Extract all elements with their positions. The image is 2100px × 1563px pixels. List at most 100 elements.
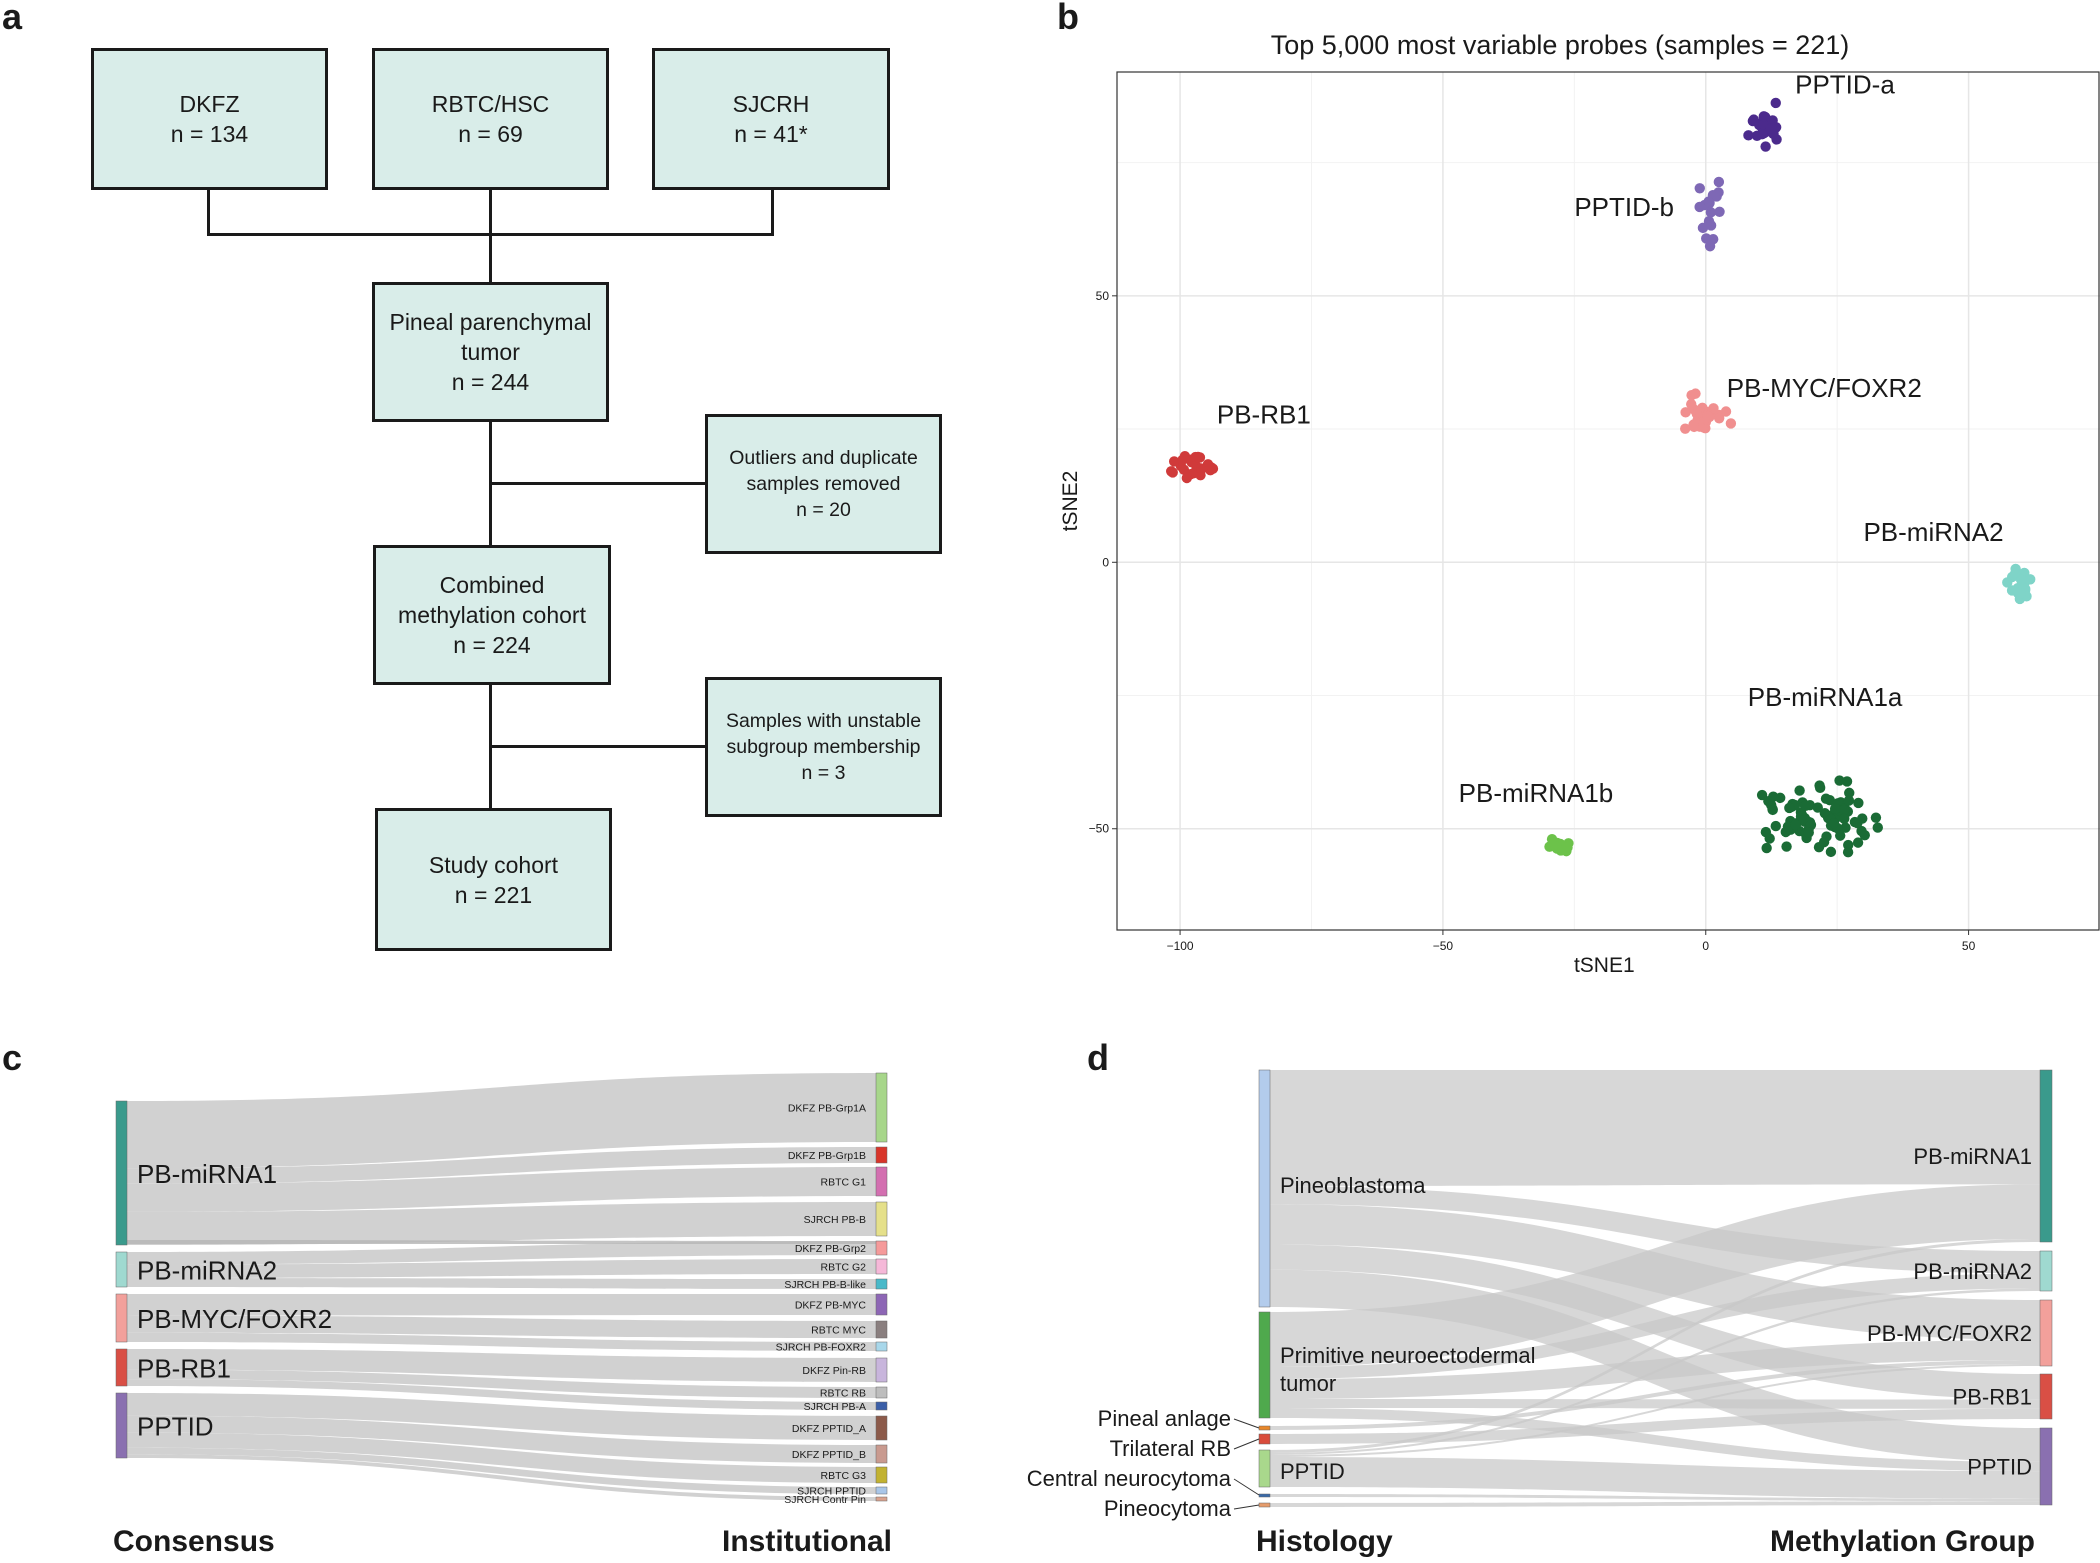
sankey-node: [115, 1251, 128, 1288]
flow-box-label: DKFZ: [179, 91, 240, 117]
data-point: [1697, 222, 1709, 234]
sankey-node-label: Pineal anlage: [1098, 1406, 1231, 1431]
sankey-link: [1270, 1364, 2040, 1457]
sankey-node-label: RBTC G3: [820, 1470, 866, 1482]
sankey-node: [1258, 1425, 1271, 1431]
data-point: [1748, 114, 1759, 125]
data-point: [1181, 472, 1193, 484]
sankey-node-label: DKFZ PPTID_B: [792, 1449, 866, 1461]
leader-line: [1233, 1478, 1260, 1496]
connector: [771, 188, 774, 236]
sankey-node-label: PB-MYC/FOXR2: [1867, 1321, 2032, 1346]
sankey-node-label: Primitive neuroectodermal: [1280, 1343, 1536, 1368]
data-point: [1550, 841, 1562, 853]
sankey-node-label: PB-miRNA2: [1913, 1259, 2032, 1284]
sankey-node: [875, 1258, 888, 1275]
flow-box-label: tumor: [461, 339, 520, 365]
data-point: [1690, 388, 1701, 399]
data-point: [1840, 822, 1851, 833]
cluster-label: PB-miRNA2: [1863, 517, 2003, 547]
leader-line: [1233, 1418, 1260, 1429]
x-tick-label: −50: [1433, 939, 1454, 953]
data-point: [1842, 847, 1854, 858]
data-point: [1756, 128, 1768, 140]
sankey-link: [1270, 1501, 2040, 1507]
data-point: [1853, 797, 1864, 809]
flow-box-label: Combined: [439, 572, 545, 598]
sankey-node: [875, 1401, 888, 1411]
cluster-label: PB-MYC/FOXR2: [1727, 373, 1922, 403]
data-point: [1192, 451, 1204, 463]
data-point: [2015, 574, 2027, 586]
sankey-link: [127, 1240, 876, 1244]
data-point: [1758, 111, 1770, 122]
data-point: [1790, 819, 1801, 830]
data-point: [1178, 464, 1190, 475]
sankey-link: [127, 1315, 876, 1338]
panel-letter-c: c: [2, 1037, 23, 1078]
sankey-node-label: PB-miRNA1: [1913, 1144, 2032, 1169]
data-point: [1814, 780, 1825, 791]
sankey-node-label: DKFZ Pin-RB: [802, 1365, 866, 1377]
sankey-node-label: DKFZ PPTID_A: [792, 1423, 866, 1435]
data-point: [1800, 800, 1811, 811]
data-point: [1838, 804, 1850, 816]
data-point: [1843, 839, 1854, 851]
data-point: [1870, 812, 1882, 823]
data-point: [1765, 123, 1777, 134]
data-point: [1760, 141, 1771, 152]
sankey-link: [127, 1349, 876, 1382]
sankey-link: [1270, 1340, 2040, 1399]
flow-box-count: n = 3: [801, 762, 846, 784]
sankey-node: [2039, 1373, 2053, 1420]
data-point: [1859, 829, 1870, 841]
sankey-c-left-title: Consensus: [113, 1525, 275, 1558]
data-point: [1825, 846, 1837, 858]
sankey-node-label: SJRCH PPTID: [797, 1486, 866, 1498]
flow-box-label: RBTC/HSC: [431, 91, 550, 117]
sankey-link: [127, 1073, 876, 1169]
data-point: [1196, 464, 1207, 475]
flow-box-rbtc: RBTC/HSC n = 69: [372, 48, 609, 190]
data-point: [1784, 802, 1795, 814]
tsne-scatter-plot: −100 −50 0 50 −50 0 50 tSNE1 tSNE2 PPTID-a PPTID-b…: [1059, 69, 2100, 977]
sankey-node: [2039, 1299, 2053, 1367]
chart-title: Top 5,000 most variable probes (samples …: [1270, 30, 1850, 60]
data-point: [1680, 423, 1691, 434]
sankey-link: [127, 1202, 876, 1245]
leader-line: [1233, 1438, 1260, 1450]
sankey-node: [875, 1444, 888, 1464]
sankey-node-label: DKFZ PB-Grp1B: [788, 1150, 866, 1162]
sankey-node: [1258, 1502, 1271, 1508]
data-point: [1761, 842, 1772, 854]
sankey-link: [1270, 1494, 2040, 1502]
data-point: [1829, 803, 1841, 814]
x-axis-label: tSNE1: [1574, 954, 1635, 977]
leader-line: [1233, 1504, 1260, 1510]
data-point: [1680, 407, 1691, 418]
sankey-link: [127, 1332, 876, 1351]
sankey-node-label: Trilateral RB: [1110, 1436, 1231, 1461]
data-point: [2015, 588, 2026, 599]
data-point: [1167, 467, 1178, 478]
data-point: [1703, 216, 1715, 227]
sankey-node-label: RBTC RB: [820, 1388, 866, 1400]
panel-letter-a: a: [2, 0, 23, 37]
flow-box-study: Study cohort n = 221: [375, 808, 612, 951]
flow-box-label: Samples with unstable: [725, 710, 922, 732]
connector: [207, 188, 210, 236]
flow-box-pineal: Pineal parenchymal tumor n = 244: [372, 282, 609, 422]
sankey-node-label: Pineoblastoma: [1280, 1173, 1426, 1198]
cluster-label: PB-RB1: [1217, 400, 1311, 430]
sankey-node: [875, 1146, 888, 1164]
sankey-node: [875, 1072, 888, 1143]
data-point: [1841, 776, 1853, 787]
data-point: [1704, 197, 1715, 208]
sankey-node: [1258, 1433, 1271, 1445]
panel-letter-b: b: [1057, 0, 1079, 37]
sankey-link: [127, 1415, 876, 1463]
flow-box-label: methylation cohort: [398, 602, 586, 628]
data-point: [1686, 398, 1697, 410]
x-tick-label: 0: [1702, 939, 1709, 953]
